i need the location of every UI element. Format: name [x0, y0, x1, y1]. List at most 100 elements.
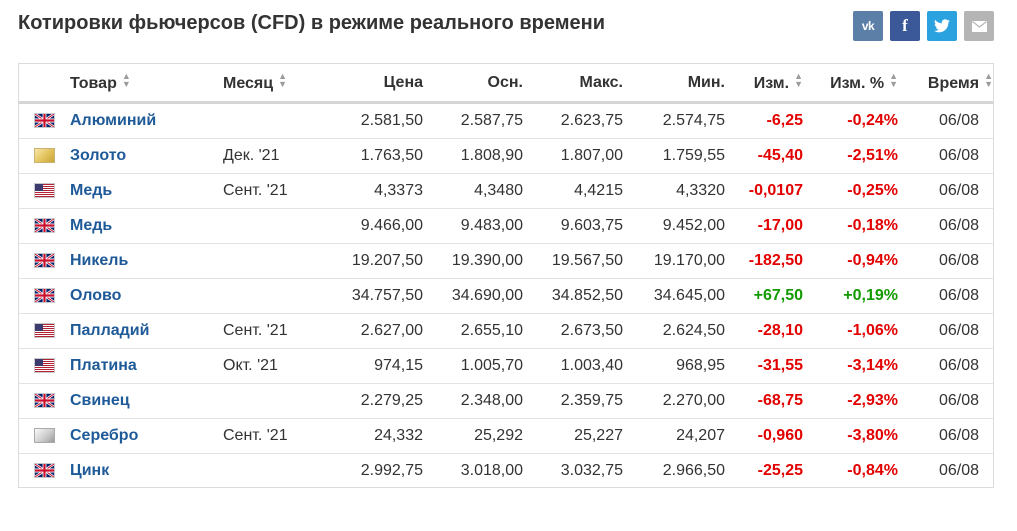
cell-name: Серебро: [70, 418, 207, 454]
cell-change: +67,50: [725, 278, 803, 314]
table-row: Цинк 2.992,75 3.018,00 3.032,75 2.966,50 -25,…: [18, 454, 993, 489]
cell-change: -0,960: [725, 418, 803, 454]
vk-share-button[interactable]: vk: [853, 11, 883, 41]
table-header-row: Товар ▲ ▼ Месяц ▲ ▼ Цена Осн. Макс. Мин. Изм…: [18, 64, 993, 104]
column-header-month[interactable]: Месяц ▲ ▼: [207, 64, 303, 104]
instrument-link[interactable]: Платина: [70, 357, 137, 374]
cell-open: 25,292: [423, 418, 523, 454]
cell-open: 2.348,00: [423, 383, 523, 419]
gold-icon: [18, 138, 70, 174]
instrument-link[interactable]: Цинк: [70, 462, 110, 479]
cell-change: -182,50: [725, 243, 803, 279]
cell-change-pct: -1,06%: [803, 313, 898, 349]
email-icon: [971, 20, 987, 32]
table-row: Никель 19.207,50 19.390,00 19.567,50 19.170,…: [18, 243, 993, 279]
facebook-share-button[interactable]: f: [890, 11, 920, 41]
futures-quotes-table: Товар ▲ ▼ Месяц ▲ ▼ Цена Осн. Макс. Мин. Изм…: [18, 63, 994, 488]
cell-month: [207, 278, 303, 314]
instrument-link[interactable]: Золото: [70, 147, 127, 164]
cell-time: 06/08: [898, 348, 993, 384]
cell-open: 2.587,75: [423, 102, 523, 139]
table-row: Палладий Сент. '21 2.627,00 2.655,10 2.673,5…: [18, 313, 993, 349]
instrument-link[interactable]: Алюминий: [70, 112, 157, 129]
column-header-open[interactable]: Осн.: [423, 64, 523, 104]
cell-price: 34.757,50: [303, 278, 423, 314]
cell-high: 2.623,75: [523, 102, 623, 139]
uk-flag-icon: [18, 208, 70, 244]
cell-name: Золото: [70, 138, 207, 174]
cell-open: 19.390,00: [423, 243, 523, 279]
cell-open: 1.808,90: [423, 138, 523, 174]
cell-time: 06/08: [898, 313, 993, 349]
cell-name: Олово: [70, 278, 207, 314]
table-row: Золото Дек. '21 1.763,50 1.808,90 1.807,00 1.…: [18, 138, 993, 174]
cell-month: Окт. '21: [207, 348, 303, 384]
cell-low: 2.966,50: [662, 462, 725, 479]
cell-price: 974,15: [303, 348, 423, 384]
cell-change-pct: -0,94%: [803, 243, 898, 279]
cell-open: 1.005,70: [423, 348, 523, 384]
cell-time: 06/08: [938, 462, 979, 479]
column-header-change-pct[interactable]: Изм. % ▲ ▼: [803, 64, 898, 104]
sort-icon: ▲ ▼: [794, 71, 803, 89]
cell-month: [207, 243, 303, 279]
instrument-link[interactable]: Никель: [70, 252, 129, 269]
column-header-low[interactable]: Мин.: [623, 64, 725, 104]
cell-time: 06/08: [898, 243, 993, 279]
instrument-link[interactable]: Серебро: [70, 427, 139, 444]
cell-time: 06/08: [898, 208, 993, 244]
cell-change-pct: -0,84%: [847, 462, 898, 479]
table-row: Свинец 2.279,25 2.348,00 2.359,75 2.270,00 -6…: [18, 383, 993, 419]
cell-month: [207, 383, 303, 419]
cell-high: 2.673,50: [523, 313, 623, 349]
cell-name: Медь: [70, 173, 207, 209]
cell-high: 4,4215: [523, 173, 623, 209]
cell-low: 2.270,00: [623, 383, 725, 419]
sort-icon: ▲ ▼: [984, 71, 993, 89]
cell-low: 1.759,55: [623, 138, 725, 174]
instrument-link[interactable]: Медь: [70, 182, 113, 199]
cell-time: 06/08: [898, 418, 993, 454]
cell-change: -6,25: [725, 102, 803, 139]
cell-change: -28,10: [725, 313, 803, 349]
uk-flag-icon: [18, 383, 70, 419]
cell-name: Никель: [70, 243, 207, 279]
cell-change: -0,0107: [725, 173, 803, 209]
cell-month: [207, 454, 303, 489]
column-header-product[interactable]: Товар ▲ ▼: [70, 64, 207, 104]
sort-icon: ▲ ▼: [121, 71, 131, 89]
uk-flag-icon: [18, 243, 70, 279]
cell-change-pct: -0,24%: [803, 102, 898, 139]
cell-month: Сент. '21: [207, 418, 303, 454]
cell-price: 4,3373: [303, 173, 423, 209]
column-header-label: Месяц: [223, 75, 274, 92]
instrument-link[interactable]: Свинец: [70, 392, 130, 409]
cell-price: 2.992,75: [360, 462, 423, 479]
twitter-share-button[interactable]: [927, 11, 957, 41]
column-header-time[interactable]: Время ▲ ▼: [898, 64, 993, 104]
twitter-icon: [934, 19, 950, 33]
sort-icon: ▲ ▼: [278, 71, 288, 89]
instrument-link[interactable]: Палладий: [70, 322, 150, 339]
cell-time: 06/08: [898, 138, 993, 174]
table-row: Платина Окт. '21 974,15 1.005,70 1.003,40 968…: [18, 348, 993, 384]
cell-name: Свинец: [70, 383, 207, 419]
table-row: Медь 9.466,00 9.483,00 9.603,75 9.452,00 -17,…: [18, 208, 993, 244]
cell-name: Палладий: [70, 313, 207, 349]
instrument-link[interactable]: Олово: [70, 287, 122, 304]
cell-low: 4,3320: [623, 173, 725, 209]
instrument-link[interactable]: Медь: [70, 217, 113, 234]
cell-change-pct: -2,51%: [803, 138, 898, 174]
column-header-change[interactable]: Изм. ▲ ▼: [725, 64, 803, 104]
cell-month: Сент. '21: [207, 173, 303, 209]
uk-flag-icon: [18, 454, 70, 489]
column-header-price[interactable]: Цена: [303, 64, 423, 104]
cell-time: 06/08: [898, 278, 993, 314]
cell-price: 9.466,00: [303, 208, 423, 244]
column-header-high[interactable]: Макс.: [523, 64, 623, 104]
us-flag-icon: [18, 348, 70, 384]
cell-high: 19.567,50: [523, 243, 623, 279]
email-share-button[interactable]: [964, 11, 994, 41]
cell-high: 3.032,75: [560, 462, 623, 479]
cell-high: 34.852,50: [523, 278, 623, 314]
